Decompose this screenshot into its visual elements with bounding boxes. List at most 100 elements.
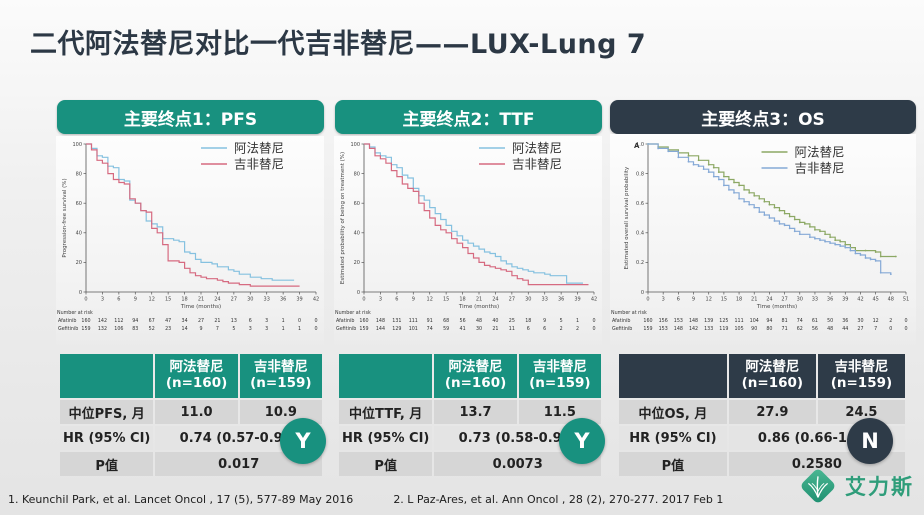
pfs-results-table: 阿法替尼 (n=160) 吉非替尼 (n=159) 中位PFS, 月 11.0 … — [58, 352, 324, 478]
svg-text:Progression-free survival (%): Progression-free survival (%) — [62, 178, 68, 257]
table-row: P值 0.0073 — [339, 452, 601, 476]
svg-text:吉非替尼: 吉非替尼 — [795, 161, 845, 176]
svg-text:9: 9 — [134, 297, 137, 303]
ttf-table-header-afatinib: 阿法替尼 (n=160) — [434, 354, 517, 398]
svg-text:42: 42 — [313, 297, 319, 303]
svg-text:Gefitinib: Gefitinib — [336, 326, 356, 332]
svg-text:21: 21 — [751, 297, 757, 303]
svg-text:Estimated overall survival pro: Estimated overall survival probability — [624, 166, 630, 269]
svg-text:6: 6 — [395, 297, 398, 303]
svg-text:153: 153 — [674, 318, 683, 324]
svg-text:30: 30 — [247, 297, 253, 303]
svg-text:14: 14 — [182, 326, 188, 332]
svg-text:15: 15 — [721, 297, 727, 303]
svg-text:133: 133 — [704, 326, 713, 332]
svg-text:0.2: 0.2 — [636, 260, 644, 266]
svg-text:0.6: 0.6 — [636, 201, 644, 207]
svg-text:30: 30 — [857, 318, 863, 324]
gefitinib-n: (n=159) — [830, 375, 893, 391]
svg-text:12: 12 — [706, 297, 712, 303]
svg-text:Number at risk: Number at risk — [57, 310, 93, 316]
os-results-table: 阿法替尼 (n=160) 吉非替尼 (n=159) 中位OS, 月 27.9 2… — [617, 352, 907, 478]
svg-text:阿法替尼: 阿法替尼 — [234, 141, 284, 156]
svg-text:47: 47 — [165, 318, 171, 324]
svg-text:105: 105 — [734, 326, 743, 332]
ttf-median-label: 中位TTF, 月 — [339, 400, 433, 424]
svg-text:94: 94 — [766, 318, 772, 324]
svg-text:36: 36 — [827, 297, 833, 303]
svg-text:Gefitinib: Gefitinib — [612, 326, 632, 332]
svg-text:0: 0 — [904, 326, 907, 332]
os-p-label: P值 — [619, 452, 727, 476]
svg-text:160: 160 — [643, 318, 652, 324]
svg-text:101: 101 — [409, 326, 418, 332]
svg-text:2: 2 — [576, 326, 579, 332]
svg-text:80: 80 — [766, 326, 772, 332]
svg-text:106: 106 — [114, 326, 123, 332]
svg-text:59: 59 — [443, 326, 449, 332]
svg-text:27: 27 — [198, 318, 204, 324]
svg-text:148: 148 — [376, 318, 385, 324]
table-row: P值 0.2580 — [619, 452, 905, 476]
svg-text:129: 129 — [392, 326, 401, 332]
svg-text:39: 39 — [574, 297, 580, 303]
svg-text:40: 40 — [492, 318, 498, 324]
svg-text:1.0: 1.0 — [636, 142, 644, 148]
pfs-p-label: P值 — [60, 452, 154, 476]
svg-text:125: 125 — [719, 318, 728, 324]
gefitinib-name: 吉非替尼 — [834, 359, 889, 376]
svg-text:0: 0 — [904, 318, 907, 324]
os-table-header-gefitinib: 吉非替尼 (n=159) — [817, 354, 905, 398]
svg-text:33: 33 — [812, 297, 818, 303]
table-row: 中位TTF, 月 13.7 11.5 — [339, 400, 601, 424]
svg-text:12: 12 — [149, 297, 155, 303]
svg-text:3: 3 — [249, 326, 252, 332]
panel-header-os: 主要终点3：OS — [610, 100, 916, 134]
svg-text:12: 12 — [873, 318, 879, 324]
svg-text:40: 40 — [354, 231, 360, 237]
svg-text:3: 3 — [662, 297, 665, 303]
svg-text:5: 5 — [560, 318, 563, 324]
os-table-corner-cell — [619, 354, 727, 398]
svg-text:24: 24 — [492, 297, 498, 303]
svg-text:A: A — [634, 142, 640, 150]
svg-text:1: 1 — [282, 326, 285, 332]
svg-text:51: 51 — [903, 297, 909, 303]
ttf-results-block: 阿法替尼 (n=160) 吉非替尼 (n=159) 中位TTF, 月 13.7 … — [337, 352, 605, 478]
svg-text:9: 9 — [692, 297, 695, 303]
svg-text:21: 21 — [214, 318, 220, 324]
svg-text:21: 21 — [492, 326, 498, 332]
ttf-results-table: 阿法替尼 (n=160) 吉非替尼 (n=159) 中位TTF, 月 13.7 … — [337, 352, 603, 478]
svg-text:62: 62 — [797, 326, 803, 332]
svg-text:0: 0 — [646, 297, 649, 303]
svg-text:5: 5 — [232, 326, 235, 332]
svg-text:0: 0 — [314, 326, 317, 332]
svg-text:111: 111 — [734, 318, 743, 324]
os-significance-badge: N — [847, 418, 893, 464]
svg-text:1: 1 — [298, 326, 301, 332]
pfs-results-block: 阿法替尼 (n=160) 吉非替尼 (n=159) 中位PFS, 月 11.0 … — [58, 352, 326, 478]
svg-text:20: 20 — [76, 260, 82, 266]
svg-text:36: 36 — [842, 318, 848, 324]
svg-text:132: 132 — [98, 326, 107, 332]
ttf-significance-badge: Y — [559, 418, 605, 464]
svg-text:56: 56 — [812, 326, 818, 332]
panel-header-ttf: 主要终点2：TTF — [335, 100, 602, 134]
svg-text:阿法替尼: 阿法替尼 — [795, 145, 845, 160]
svg-text:2: 2 — [560, 326, 563, 332]
svg-text:0: 0 — [362, 297, 365, 303]
svg-text:48: 48 — [888, 297, 894, 303]
svg-text:148: 148 — [674, 326, 683, 332]
svg-text:94: 94 — [132, 318, 138, 324]
svg-text:40: 40 — [76, 231, 82, 237]
svg-text:156: 156 — [659, 318, 668, 324]
os-km-chart: 0 0.2 0.4 0.6 0.8 1.0 0 3 6 9 12 15 18 21 24 27 30 33 36 39… — [610, 134, 916, 348]
svg-text:80: 80 — [354, 171, 360, 177]
svg-text:34: 34 — [182, 318, 188, 324]
svg-text:Afatinib: Afatinib — [336, 318, 354, 324]
reference-1: 1. Keunchil Park, et al. Lancet Oncol , … — [8, 493, 354, 506]
svg-text:0: 0 — [357, 290, 360, 296]
panel-header-pfs: 主要终点1：PFS — [57, 100, 324, 134]
svg-text:27: 27 — [781, 297, 787, 303]
svg-text:0.4: 0.4 — [636, 231, 644, 237]
